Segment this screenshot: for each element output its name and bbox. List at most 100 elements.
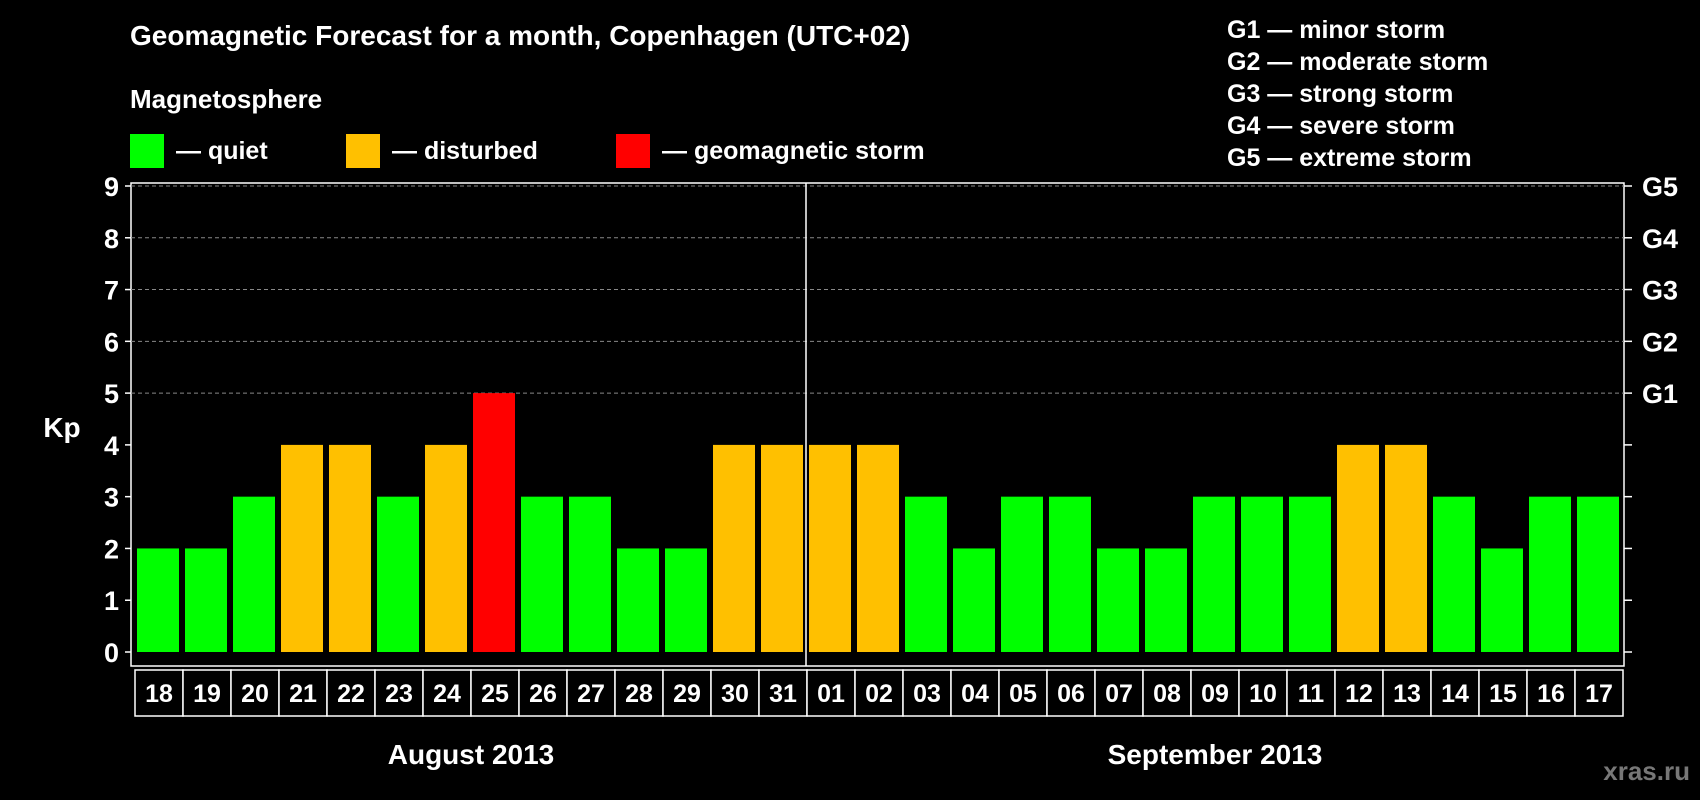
day-label: 26 — [529, 680, 557, 708]
day-label: 28 — [625, 680, 653, 708]
day-box-12 — [1334, 669, 1384, 717]
day-label: 27 — [577, 680, 605, 708]
bar-07 — [1097, 548, 1139, 652]
g-level-label-g1: G1 — [1642, 379, 1678, 409]
day-label: 29 — [673, 680, 701, 708]
day-label: 03 — [913, 680, 941, 708]
day-label: 31 — [769, 680, 797, 708]
bar-20 — [233, 496, 275, 652]
day-label: 22 — [337, 680, 365, 708]
day-box-25 — [470, 669, 520, 717]
g-scale-g1: G1 — minor storm — [1227, 16, 1446, 44]
bar-13 — [1385, 444, 1427, 652]
bar-01 — [809, 444, 851, 652]
storm-swatch — [616, 134, 650, 168]
bar-05 — [1001, 496, 1043, 652]
bar-03 — [905, 496, 947, 652]
day-label: 24 — [433, 680, 461, 708]
day-box-29 — [662, 669, 712, 717]
day-label: 16 — [1537, 680, 1565, 708]
bar-15 — [1481, 548, 1523, 652]
y-axis-label: Kp — [43, 412, 80, 443]
day-label: 18 — [145, 680, 173, 708]
day-box-28 — [614, 669, 664, 717]
day-label: 01 — [817, 680, 845, 708]
watermark: xras.ru — [1603, 756, 1690, 786]
g-scale-g2: G2 — moderate storm — [1227, 48, 1489, 76]
legend-item-storm: — geomagnetic storm — [616, 134, 925, 168]
bar-21 — [281, 444, 323, 652]
day-label: 14 — [1441, 680, 1469, 708]
disturbed-swatch — [346, 134, 380, 168]
day-box-18 — [134, 669, 184, 717]
y-tick-label: 2 — [104, 534, 119, 564]
day-label: 19 — [193, 680, 221, 708]
bar-19 — [185, 548, 227, 652]
day-box-10 — [1238, 669, 1288, 717]
bar-02 — [857, 444, 899, 652]
day-box-26 — [518, 669, 568, 717]
bar-06 — [1049, 496, 1091, 652]
day-label: 11 — [1298, 680, 1325, 708]
bar-24 — [425, 444, 467, 652]
y-tick-label: 7 — [104, 276, 119, 306]
bar-10 — [1241, 496, 1283, 652]
day-box-01 — [806, 669, 856, 717]
chart-title: Geomagnetic Forecast for a month, Copenh… — [130, 20, 911, 51]
day-label: 05 — [1009, 680, 1037, 708]
day-label: 09 — [1201, 680, 1229, 708]
y-tick-label: 1 — [104, 586, 119, 616]
day-box-15 — [1478, 669, 1528, 717]
g-level-label-g3: G3 — [1642, 276, 1678, 306]
g-level-label-g5: G5 — [1642, 172, 1678, 202]
bar-23 — [377, 496, 419, 652]
legend-label-disturbed: — disturbed — [392, 136, 538, 165]
day-box-24 — [422, 669, 472, 717]
y-tick-label: 9 — [104, 172, 119, 202]
day-box-05 — [998, 669, 1048, 717]
y-tick-label: 8 — [104, 224, 119, 254]
day-label: 07 — [1105, 680, 1133, 708]
day-box-09 — [1190, 669, 1240, 717]
day-box-31 — [758, 669, 808, 717]
bar-26 — [521, 496, 563, 652]
legend-item-disturbed: — disturbed — [346, 134, 538, 168]
y-tick-label: 5 — [104, 379, 119, 409]
day-box-20 — [230, 669, 280, 717]
month-label-august: August 2013 — [388, 739, 555, 770]
day-box-13 — [1382, 669, 1432, 717]
day-label: 13 — [1393, 680, 1421, 708]
day-label: 21 — [289, 680, 317, 708]
day-label: 08 — [1153, 680, 1181, 708]
day-label: 02 — [865, 680, 893, 708]
legend-label-quiet: — quiet — [176, 136, 268, 165]
bar-25 — [473, 393, 515, 652]
day-label: 25 — [481, 680, 509, 708]
legend-heading: Magnetosphere — [130, 84, 323, 114]
bar-22 — [329, 444, 371, 652]
day-box-22 — [326, 669, 376, 717]
g-scale-g3: G3 — strong storm — [1227, 80, 1454, 108]
bar-04 — [953, 548, 995, 652]
bar-09 — [1193, 496, 1235, 652]
day-box-21 — [278, 669, 328, 717]
day-label: 10 — [1249, 680, 1277, 708]
day-box-06 — [1046, 669, 1096, 717]
g-scale-g5: G5 — extreme storm — [1227, 144, 1472, 172]
y-tick-label: 4 — [104, 431, 119, 461]
bar-18 — [137, 548, 179, 652]
g-scale-legend: G1 — minor storm G2 — moderate storm G3 … — [1227, 14, 1488, 174]
day-label: 15 — [1489, 680, 1517, 708]
day-label: 06 — [1057, 680, 1085, 708]
bar-29 — [665, 548, 707, 652]
day-label: 20 — [241, 680, 269, 708]
bar-30 — [713, 444, 755, 652]
g-scale-g4: G4 — severe storm — [1227, 112, 1455, 140]
day-box-19 — [182, 669, 232, 717]
g-level-label-g4: G4 — [1642, 224, 1678, 254]
bar-17 — [1577, 496, 1619, 652]
day-box-14 — [1430, 669, 1480, 717]
day-label: 30 — [721, 680, 749, 708]
day-box-16 — [1526, 669, 1576, 717]
